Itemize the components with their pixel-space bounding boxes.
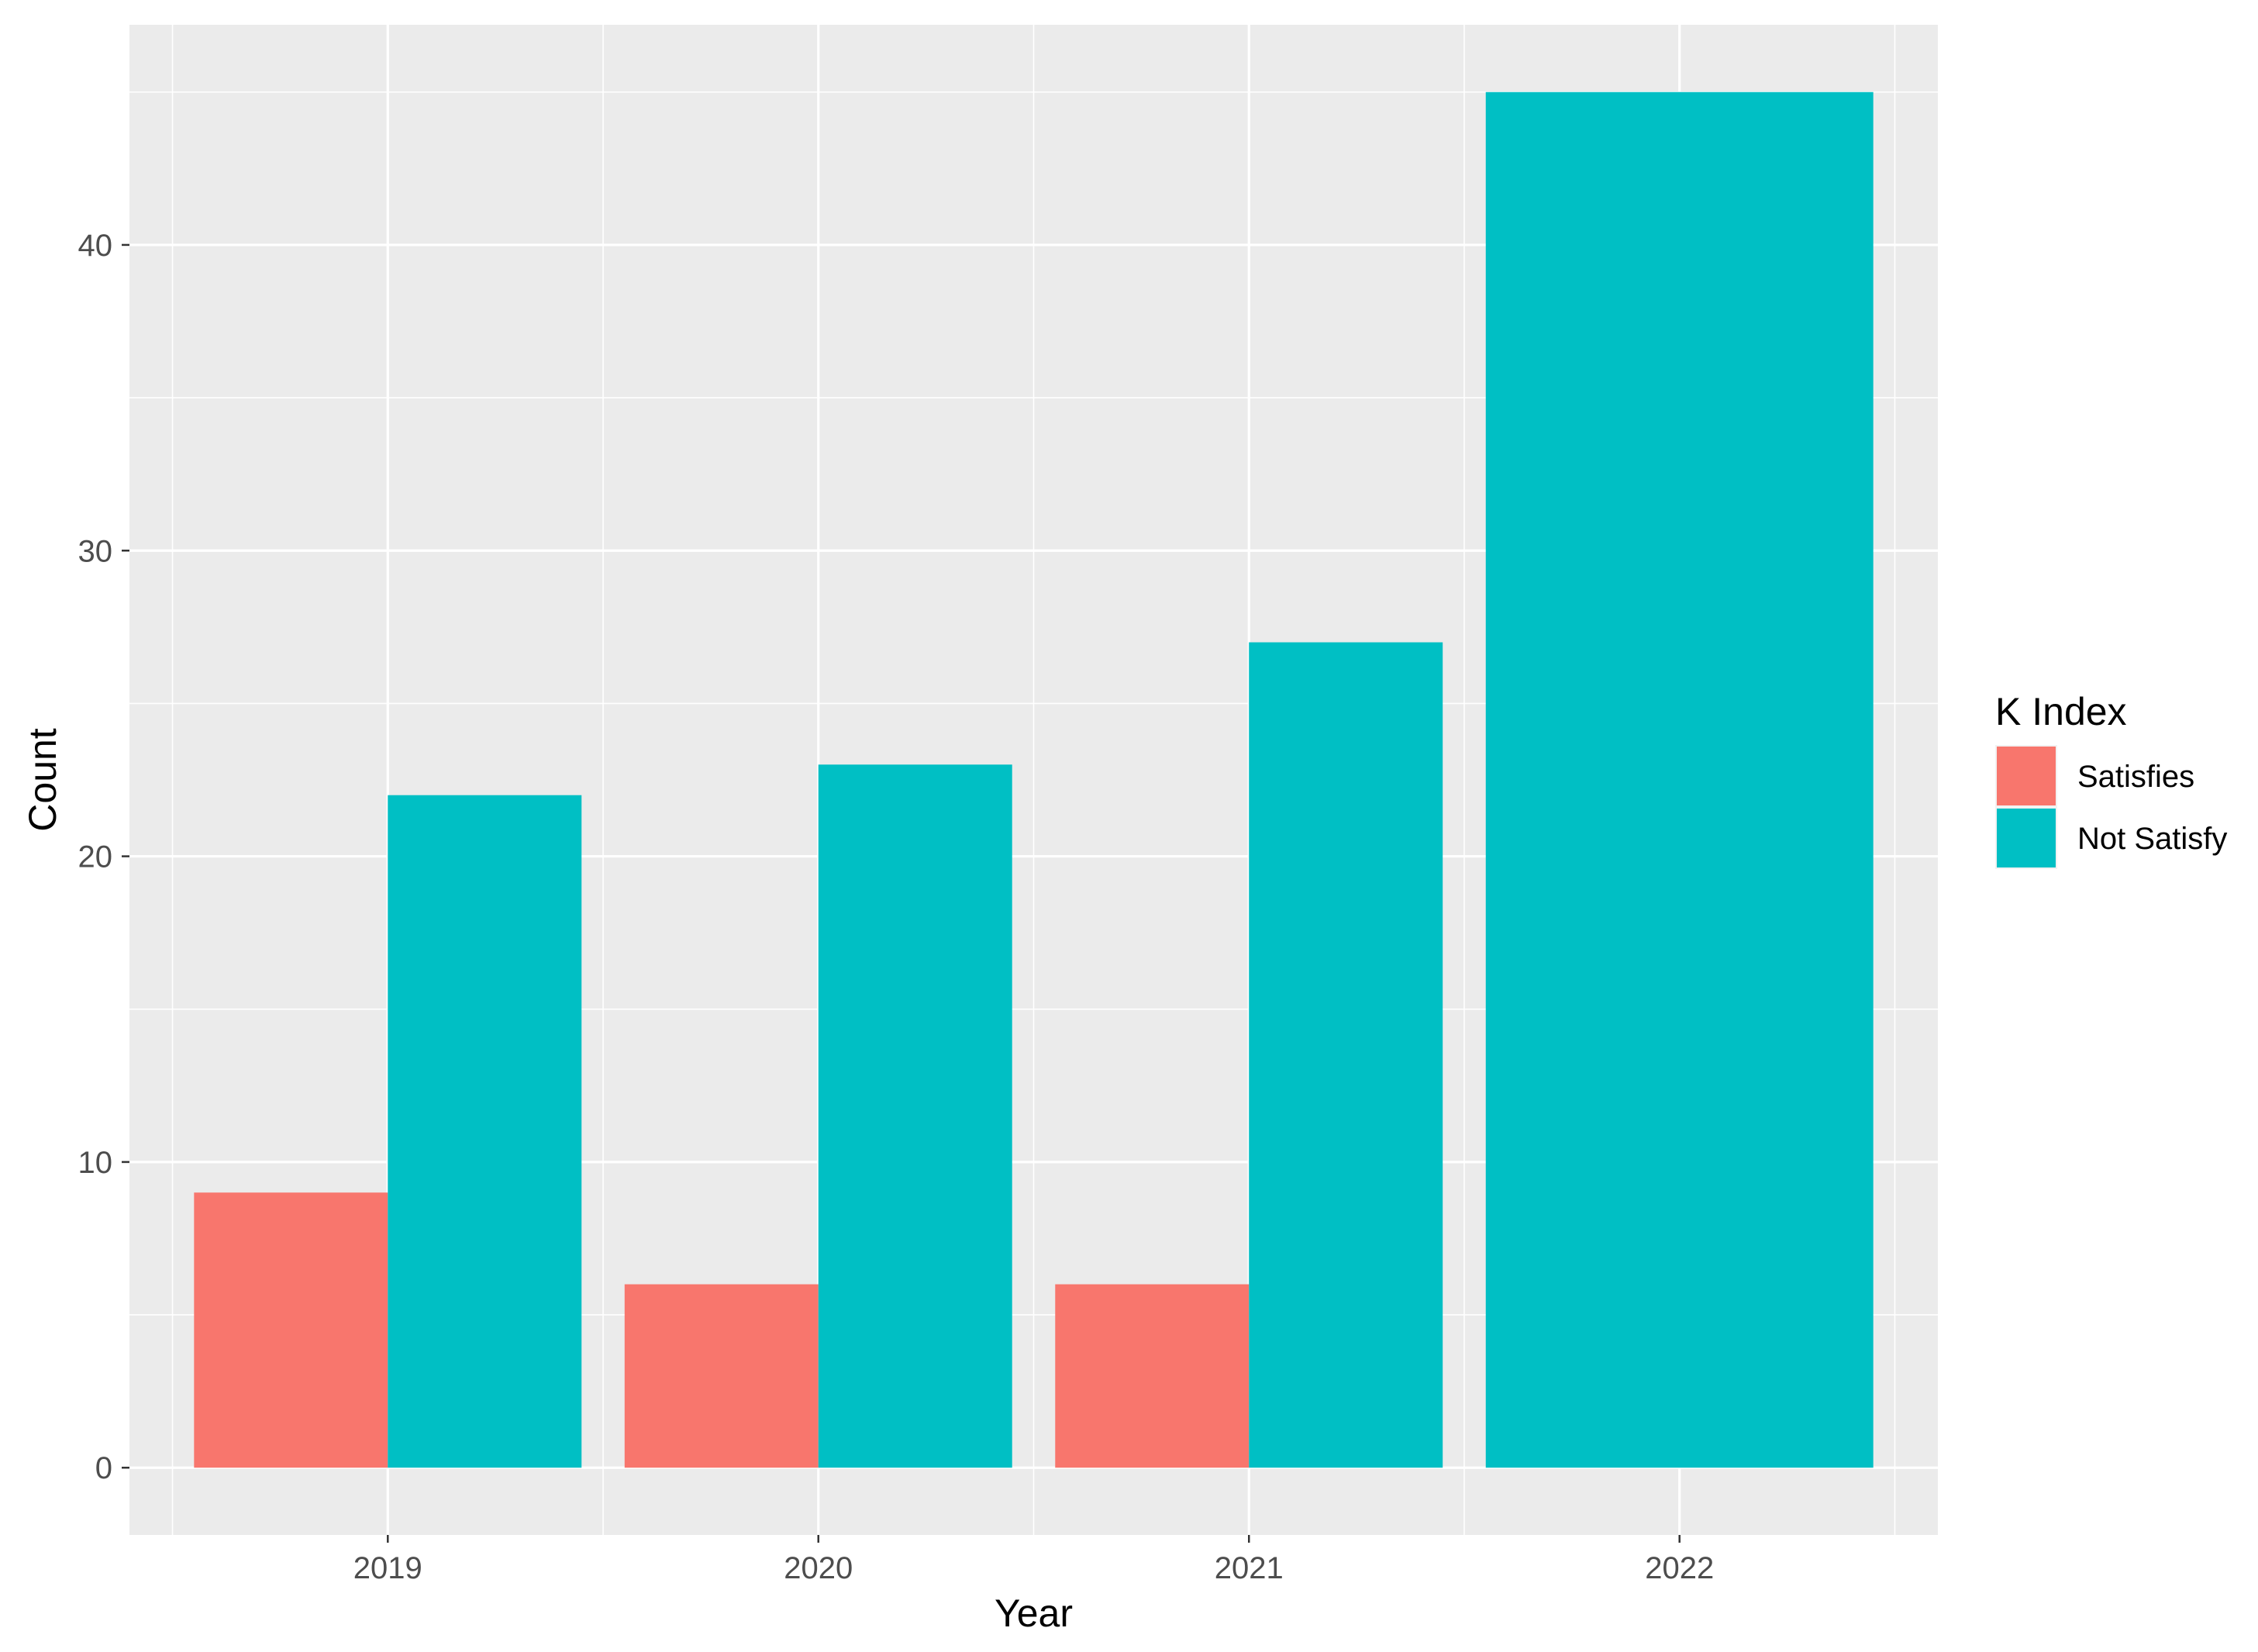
legend-title: K Index [1995, 690, 2127, 733]
y-tick-label: 40 [78, 229, 113, 263]
bar-satisfies-2019 [194, 1192, 388, 1468]
legend-label: Not Satisfy [2077, 822, 2227, 856]
bar-not-satisfy-2019 [388, 795, 582, 1468]
y-tick-label: 20 [78, 840, 113, 874]
x-axis-title: Year [995, 1592, 1073, 1635]
x-tick-label: 2019 [353, 1551, 422, 1585]
x-axis: 2019 2020 2021 2022 [353, 1535, 1714, 1585]
legend-label: Satisfies [2077, 760, 2194, 794]
x-tick-label: 2021 [1215, 1551, 1284, 1585]
y-tick-label: 30 [78, 534, 113, 568]
bar-satisfies-2020 [624, 1284, 819, 1468]
legend: K Index Satisfies Not Satisfy [1995, 690, 2227, 869]
minor-gridlines [129, 25, 1938, 1535]
legend-key-swatch [1997, 809, 2056, 867]
bar-not-satisfy-2020 [818, 764, 1012, 1468]
legend-key-swatch [1997, 747, 2056, 805]
y-axis: 0 10 20 30 40 [78, 229, 129, 1485]
x-tick-label: 2022 [1645, 1551, 1714, 1585]
y-tick-label: 0 [95, 1451, 112, 1485]
bar-not-satisfy-2022 [1485, 91, 1874, 1468]
bars [194, 91, 1874, 1468]
y-tick-label: 10 [78, 1146, 113, 1180]
bar-not-satisfy-2021 [1249, 642, 1443, 1468]
y-axis-title: Count [21, 728, 64, 832]
x-tick-label: 2020 [784, 1551, 853, 1585]
bar-satisfies-2021 [1055, 1284, 1250, 1468]
